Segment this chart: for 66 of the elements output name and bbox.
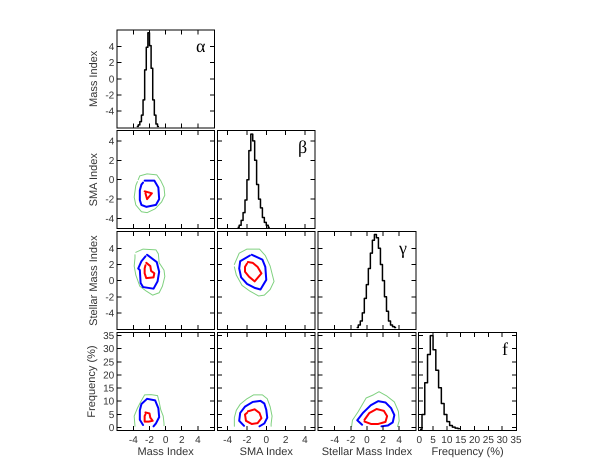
- x-tick-label: 0: [162, 434, 169, 446]
- y-tick-label: 2: [108, 58, 115, 70]
- x-axis-title: Stellar Mass Index: [322, 446, 413, 458]
- x-tick-label: 10: [441, 434, 453, 446]
- line-series: [137, 254, 160, 290]
- x-axis-title: Mass Index: [137, 446, 194, 458]
- x-tick-label: -2: [346, 434, 356, 446]
- x-axis-title: Frequency (%): [432, 446, 504, 458]
- chart-title: γ: [398, 238, 407, 258]
- x-tick-label: -2: [145, 434, 154, 446]
- x-axis-title: SMA Index: [240, 446, 294, 458]
- y-tick-label: 0: [108, 276, 115, 288]
- y-tick-label: 5: [108, 410, 115, 421]
- x-tick-label: 35: [510, 434, 522, 446]
- x-tick-label: 0: [364, 434, 370, 446]
- y-tick-label: 4: [108, 42, 115, 53]
- y-tick-label: 4: [108, 244, 115, 255]
- chart-title: α: [196, 36, 206, 56]
- line-series: [134, 248, 166, 296]
- x-tick-label: 5: [430, 434, 436, 446]
- x-tick-label: 30: [496, 434, 508, 446]
- y-tick-label: -2: [105, 292, 115, 304]
- line-series: [138, 180, 160, 208]
- line-series: [144, 411, 154, 423]
- x-tick-label: 2: [178, 434, 185, 446]
- y-tick-label: -4: [105, 106, 115, 118]
- y-tick-label: -2: [105, 194, 115, 206]
- y-axis-title: Frequency (%): [86, 345, 98, 418]
- y-tick-label: 4: [108, 136, 115, 148]
- x-tick-label: -4: [223, 434, 232, 446]
- y-tick-label: -4: [105, 214, 115, 225]
- y-tick-label: 0: [108, 175, 115, 186]
- y-axis-title: Stellar Mass Index: [88, 234, 100, 326]
- line-series: [134, 394, 165, 427]
- chart-title: β: [298, 137, 308, 157]
- y-tick-label: -2: [105, 90, 115, 102]
- x-tick-label: 2: [380, 434, 386, 446]
- line-series: [134, 173, 166, 214]
- line-series: [138, 398, 160, 428]
- y-tick-label: 0: [108, 74, 115, 86]
- y-tick-label: 30: [103, 344, 115, 356]
- x-tick-label: -2: [242, 434, 252, 446]
- y-tick-label: 2: [108, 260, 115, 271]
- y-tick-label: 20: [103, 370, 115, 382]
- x-tick-label: 4: [195, 434, 202, 446]
- x-tick-label: 15: [455, 434, 467, 446]
- x-tick-label: 2: [282, 434, 289, 446]
- x-tick-label: 4: [396, 434, 402, 446]
- x-tick-label: 20: [468, 434, 481, 446]
- y-tick-label: 0: [108, 422, 115, 434]
- x-tick-label: 0: [263, 434, 270, 446]
- x-tick-label: -4: [330, 434, 340, 446]
- y-tick-label: 25: [103, 357, 115, 368]
- chart-title: f: [502, 339, 508, 359]
- y-tick-label: -4: [105, 308, 115, 320]
- x-tick-label: -4: [128, 434, 138, 446]
- line-series: [144, 262, 156, 280]
- y-tick-label: 10: [103, 396, 115, 408]
- y-tick-label: 2: [108, 156, 115, 167]
- y-tick-label: 15: [103, 384, 115, 395]
- y-axis-title: Mass Index: [88, 50, 100, 107]
- y-tick-label: 35: [103, 331, 115, 342]
- x-tick-label: 4: [302, 434, 308, 446]
- y-axis-title: SMA Index: [88, 152, 100, 206]
- x-tick-label: 0: [416, 434, 422, 446]
- x-tick-label: 25: [482, 434, 494, 446]
